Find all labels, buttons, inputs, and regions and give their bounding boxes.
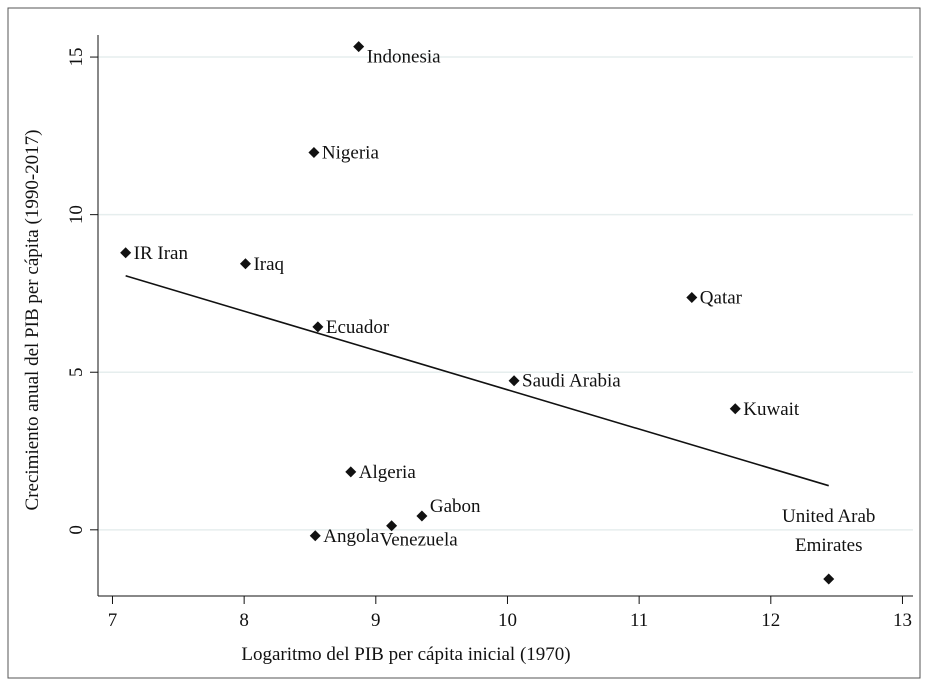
point: [686, 292, 698, 304]
x-tick-label: 9: [371, 610, 381, 631]
x-tick-label: 12: [761, 610, 780, 631]
point-label: Algeria: [359, 462, 417, 483]
point-label: Nigeria: [322, 143, 380, 164]
point: [416, 510, 428, 522]
point-label: Kuwait: [743, 399, 800, 420]
x-tick-label: 13: [893, 610, 912, 631]
point: [312, 321, 324, 333]
point: [729, 403, 741, 415]
point: [353, 41, 365, 53]
point-label: Venezuela: [380, 530, 459, 551]
outer-frame: [7, 7, 921, 679]
point: [345, 466, 357, 478]
point-label: Saudi Arabia: [522, 371, 621, 392]
point: [508, 375, 520, 387]
point-label: IR Iran: [134, 243, 189, 264]
point-label: Ecuador: [326, 317, 390, 338]
y-tick-label: 0: [66, 525, 87, 535]
point-label: Gabon: [430, 496, 481, 517]
point: [239, 258, 251, 270]
y-tick-label: 15: [66, 48, 87, 67]
point: [386, 520, 398, 532]
point-label: Angola: [323, 526, 380, 547]
x-tick-label: 10: [498, 610, 517, 631]
x-tick-label: 11: [630, 610, 648, 631]
fit-line: [125, 275, 829, 487]
point-label: Indonesia: [367, 47, 441, 68]
point: [120, 247, 132, 259]
point: [309, 530, 321, 542]
x-tick-label: 8: [239, 610, 249, 631]
y-axis-title: Crecimiento anual del PIB per cápita (19…: [22, 130, 43, 511]
point: [308, 147, 320, 159]
point-label: Qatar: [700, 288, 743, 309]
y-tick-label: 5: [66, 367, 87, 377]
point-label: Iraq: [253, 254, 284, 275]
point: [823, 573, 835, 585]
y-tick-label: 10: [66, 205, 87, 224]
plot-frame: [98, 35, 913, 596]
x-tick-label: 7: [108, 610, 118, 631]
x-axis-title: Logaritmo del PIB per cápita inicial (19…: [241, 644, 570, 665]
point-label: United Arab Emirates: [782, 505, 876, 556]
